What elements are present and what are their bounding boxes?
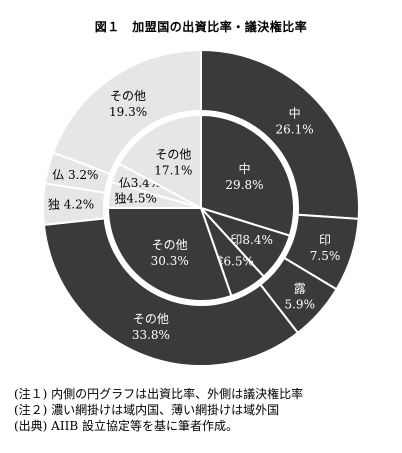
outer-slice-6 <box>51 48 202 176</box>
inner-label-4: 独4.5% <box>114 192 157 206</box>
outer-label-1: 印 7.5% <box>310 233 341 263</box>
inner-slice-6 <box>117 113 202 210</box>
donut-chart: 中 29.8%印8.4%露6.5%その他 30.3%独4.5%仏3.4%その他 17.… <box>42 48 360 367</box>
note-2: (注２) 濃い網掛けは域内国、薄い網掛けは域外国 <box>14 403 280 417</box>
note-3: (出典) AIIB 設立協定等を基に筆者作成。 <box>14 419 238 433</box>
inner-slice-0 <box>200 113 295 237</box>
outer-label-6: その他 19.3% <box>109 89 147 119</box>
inner-slice-3 <box>106 207 233 302</box>
inner-label-0: 中 29.8% <box>225 161 263 192</box>
outer-label-0: 中 26.1% <box>276 106 314 137</box>
outer-label-3: その他 33.8% <box>132 312 170 342</box>
outer-slice-3 <box>42 217 300 367</box>
note-1: (注１) 内側の円グラフは出資比率、外側は議決権比率 <box>14 387 304 401</box>
chart-title: 図１ 加盟国の出資比率・議決権比率 <box>94 20 308 34</box>
outer-label-2: 露 5.9% <box>284 282 315 312</box>
inner-label-2: 露6.5% <box>211 254 254 268</box>
outer-slice-0 <box>200 48 360 220</box>
outer-label-4: 独 4.2% <box>48 198 94 212</box>
notes: (注１) 内側の円グラフは出資比率、外側は議決権比率 (注２) 濃い網掛けは域内… <box>14 386 303 434</box>
inner-label-6: その他 17.1% <box>154 148 192 178</box>
outer-label-5: 仏 3.2% <box>52 168 98 182</box>
inner-label-1: 印8.4% <box>230 233 273 247</box>
inner-label-3: その他 30.3% <box>151 238 189 268</box>
